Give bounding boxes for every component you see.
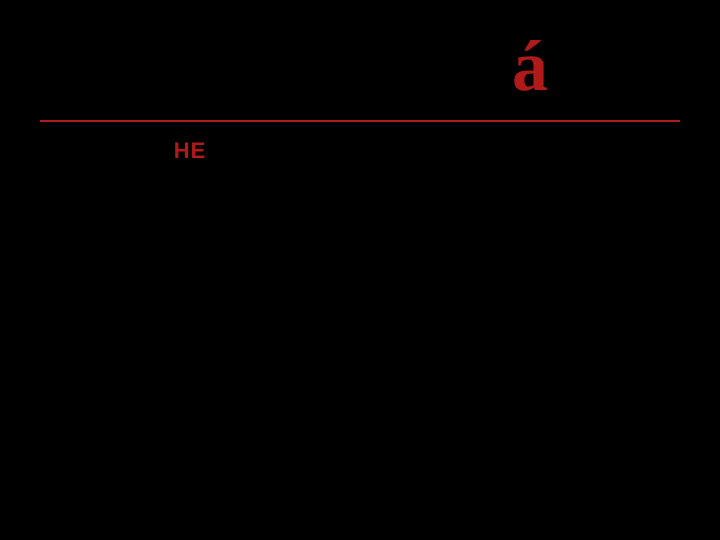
subtitle-area: HE xyxy=(0,138,720,164)
title-glyph: á xyxy=(512,30,548,102)
subtitle-text: HE xyxy=(174,138,207,164)
horizontal-divider xyxy=(40,120,680,122)
title-area: á xyxy=(0,30,720,102)
